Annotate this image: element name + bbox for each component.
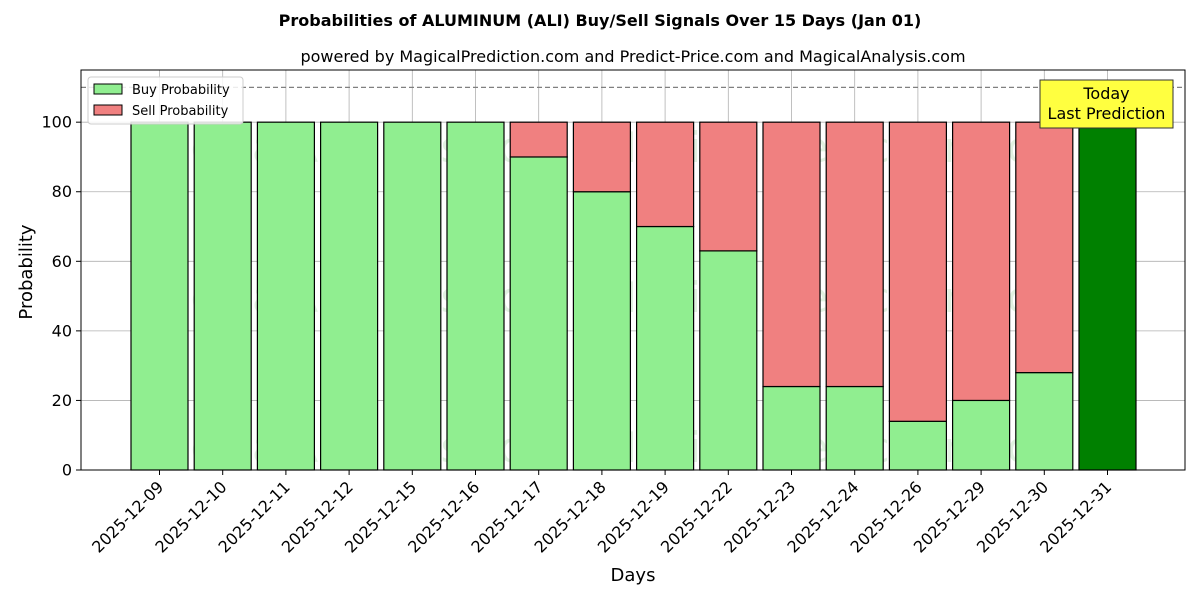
legend-swatch [93, 104, 123, 116]
buy-bar [888, 420, 948, 471]
chart-subtitle: powered by MagicalPrediction.com and Pre… [300, 47, 965, 66]
legend-swatch [93, 83, 123, 95]
x-axis-label: Days [611, 565, 656, 586]
buy-bar [509, 156, 568, 471]
sell-bar [699, 121, 758, 252]
legend-label: Sell Probability [132, 104, 229, 119]
buy-bar [1078, 121, 1137, 471]
buy-bar [193, 121, 252, 471]
buy-bar [572, 191, 632, 471]
annotation-text: Today [1082, 84, 1129, 103]
buy-bar [699, 250, 758, 471]
annotation-box [1039, 79, 1174, 129]
annotation-text: Last Prediction [1048, 104, 1166, 123]
sell-bar [762, 121, 821, 388]
y-tick-label: 60 [52, 252, 72, 271]
bars [130, 121, 1137, 471]
y-tick-label: 40 [52, 321, 72, 340]
legend-label: Buy Probability [132, 83, 230, 98]
y-tick-label: 100 [41, 113, 72, 132]
legend: Buy Probability Sell Probability [87, 76, 244, 125]
buy-bar [446, 121, 505, 471]
buy-bar [825, 385, 884, 471]
y-axis-label: Probability [16, 224, 37, 319]
buy-bar [383, 121, 442, 471]
y-tick-label: 0 [62, 461, 72, 480]
sell-bar [951, 121, 1011, 402]
sell-bar [572, 121, 632, 193]
chart-title: Probabilities of ALUMINUM (ALI) Buy/Sell… [279, 11, 922, 30]
buy-bar [762, 385, 821, 471]
y-tick-label: 20 [52, 391, 72, 410]
buy-bar [1015, 372, 1074, 471]
sell-bar [509, 121, 568, 158]
sell-bar [1015, 121, 1074, 374]
plot-frame [80, 69, 1186, 471]
buy-bar [635, 225, 695, 471]
y-tick-label: 80 [52, 182, 72, 201]
legend-box [87, 76, 244, 125]
sell-bar [635, 121, 695, 228]
buy-bar [130, 121, 189, 471]
buy-bar [951, 399, 1011, 471]
sell-bar [888, 121, 948, 422]
buy-bar [320, 121, 379, 471]
buy-bar [256, 121, 315, 471]
sell-bar [825, 121, 884, 388]
